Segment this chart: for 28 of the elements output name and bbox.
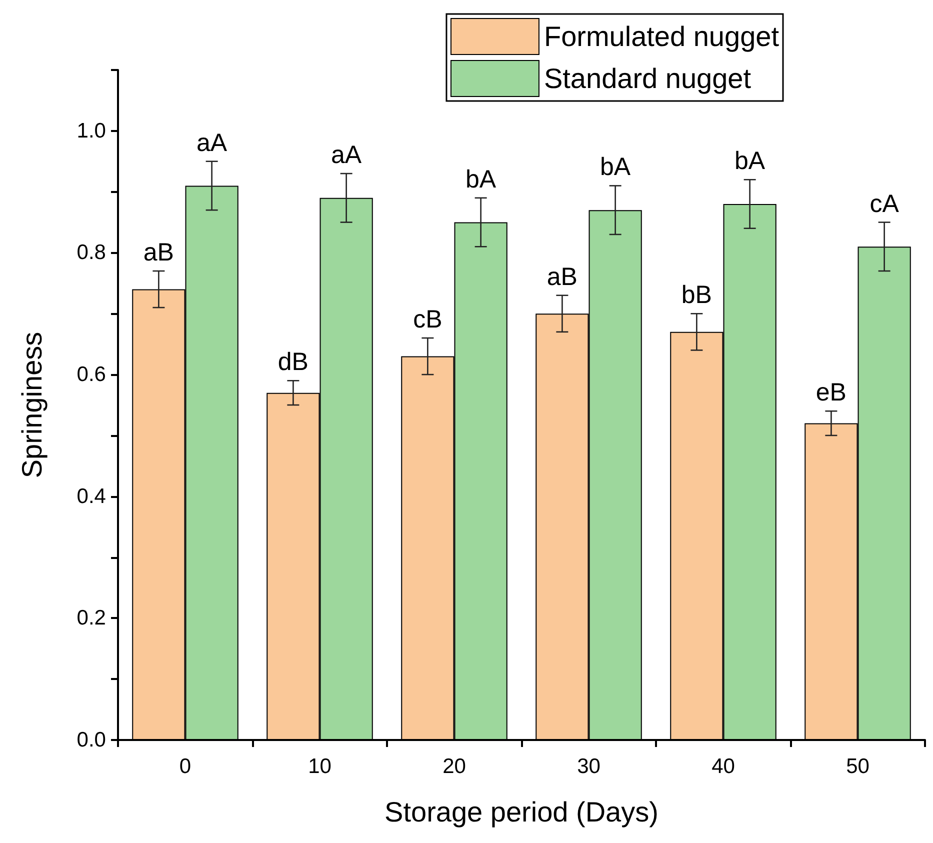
- x-tick-label: 20: [442, 755, 466, 778]
- data-label: aB: [546, 262, 578, 291]
- data-label: aA: [196, 128, 228, 157]
- x-tick-label: 30: [577, 755, 600, 778]
- data-label: bA: [600, 153, 631, 182]
- legend-label: Formulated nugget: [544, 21, 780, 52]
- y-tick-label: 0.6: [76, 363, 106, 386]
- legend-label: Standard nugget: [544, 63, 752, 94]
- data-label: bA: [734, 147, 766, 176]
- y-tick-label: 0.8: [76, 241, 106, 264]
- data-label: eB: [816, 378, 846, 407]
- data-label: bA: [466, 165, 496, 194]
- data-label: dB: [278, 348, 308, 376]
- y-tick-label: 0.2: [76, 606, 106, 630]
- y-tick-label: 1.0: [76, 119, 106, 142]
- x-axis-title: Storage period (Days): [384, 796, 658, 828]
- data-label: cB: [413, 306, 442, 334]
- data-label: bB: [681, 281, 712, 310]
- y-tick-label: 0.0: [76, 728, 106, 752]
- data-label: aB: [143, 238, 174, 266]
- x-tick-label: 0: [179, 755, 192, 778]
- data-label: cA: [870, 190, 900, 218]
- x-tick-label: 40: [712, 755, 735, 778]
- y-axis-title: Springiness: [16, 332, 48, 478]
- x-tick-label: 50: [846, 755, 870, 778]
- x-tick-label: 10: [308, 755, 332, 778]
- y-tick-label: 0.4: [76, 484, 106, 508]
- data-label: aA: [331, 141, 362, 170]
